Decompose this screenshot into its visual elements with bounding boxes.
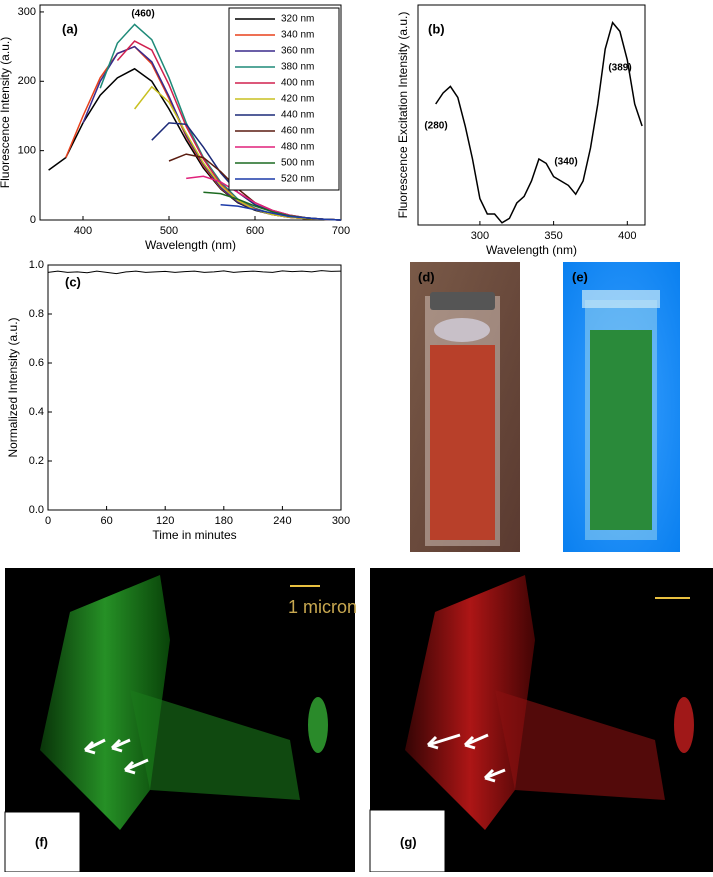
x-tick-label: 0 [45,515,51,527]
annotation: (389) [608,63,631,74]
x-tick-label: 400 [74,225,92,237]
data-line [220,203,342,221]
x-tick-label: 240 [273,515,291,527]
x-tick-label: 700 [332,225,350,237]
y-tick-label: 100 [18,145,36,157]
photo-d: (d) [410,262,520,552]
micrograph-f: 1 micron (f) [4,568,357,873]
y-tick-label: 1.0 [29,259,44,271]
x-tick-label: 350 [544,230,562,242]
legend-label: 340 nm [281,30,314,41]
data-line [435,21,643,224]
y-axis-label: Normalized Intensity (a.u.) [6,317,20,457]
y-tick-label: 200 [18,75,36,87]
plot-frame [47,264,342,511]
data-line [47,270,342,275]
legend-label: 460 nm [281,126,314,137]
data-line [203,191,342,221]
annotation: (460) [131,9,154,20]
legend-label: 320 nm [281,14,314,25]
annotation: (280) [424,121,447,132]
photo-e: (e) [563,262,680,552]
y-tick-label: 0.6 [29,357,44,369]
x-axis-label: Time in minutes [152,528,236,542]
y-axis-label: Fluorescence Excitation Intensity (a.u.) [396,12,410,219]
x-axis-label: Wavelength (nm) [145,238,236,252]
x-tick-label: 60 [100,515,112,527]
panel-label: (c) [65,274,81,289]
legend-label: 380 nm [281,62,314,73]
x-axis-label: Wavelength (nm) [486,243,577,257]
plot-frame [39,4,342,221]
x-tick-label: 300 [471,230,489,242]
legend-label: 480 nm [281,142,314,153]
x-tick-label: 300 [332,515,350,527]
y-tick-label: 0 [30,214,36,226]
panel-label: (f) [35,834,48,849]
plot-frame [417,4,646,226]
y-tick-label: 300 [18,6,36,18]
y-tick-label: 0.0 [29,504,44,516]
panel-label: (g) [400,834,417,849]
micrograph-g: (g) [369,568,713,873]
legend-label: 400 nm [281,78,314,89]
legend-label: 360 nm [281,46,314,57]
y-tick-label: 0.4 [29,406,44,418]
panel-label: (b) [428,21,445,36]
x-tick-label: 180 [215,515,233,527]
legend-label: 500 nm [281,158,314,169]
y-axis-label: Fluorescence Intensity (a.u.) [0,37,12,188]
legend-label: 440 nm [281,110,314,121]
panel-label: (e) [572,269,588,284]
x-tick-label: 600 [246,225,264,237]
y-tick-label: 0.8 [29,308,44,320]
x-tick-label: 500 [160,225,178,237]
panel-label: (a) [62,21,78,36]
legend-label: 520 nm [281,174,314,185]
annotation: (340) [554,157,577,168]
panel-label: (d) [418,269,435,284]
scale-bar-label: 1 micron [288,597,357,617]
x-tick-label: 120 [156,515,174,527]
x-tick-label: 400 [618,230,636,242]
legend-label: 420 nm [281,94,314,105]
y-tick-label: 0.2 [29,455,44,467]
